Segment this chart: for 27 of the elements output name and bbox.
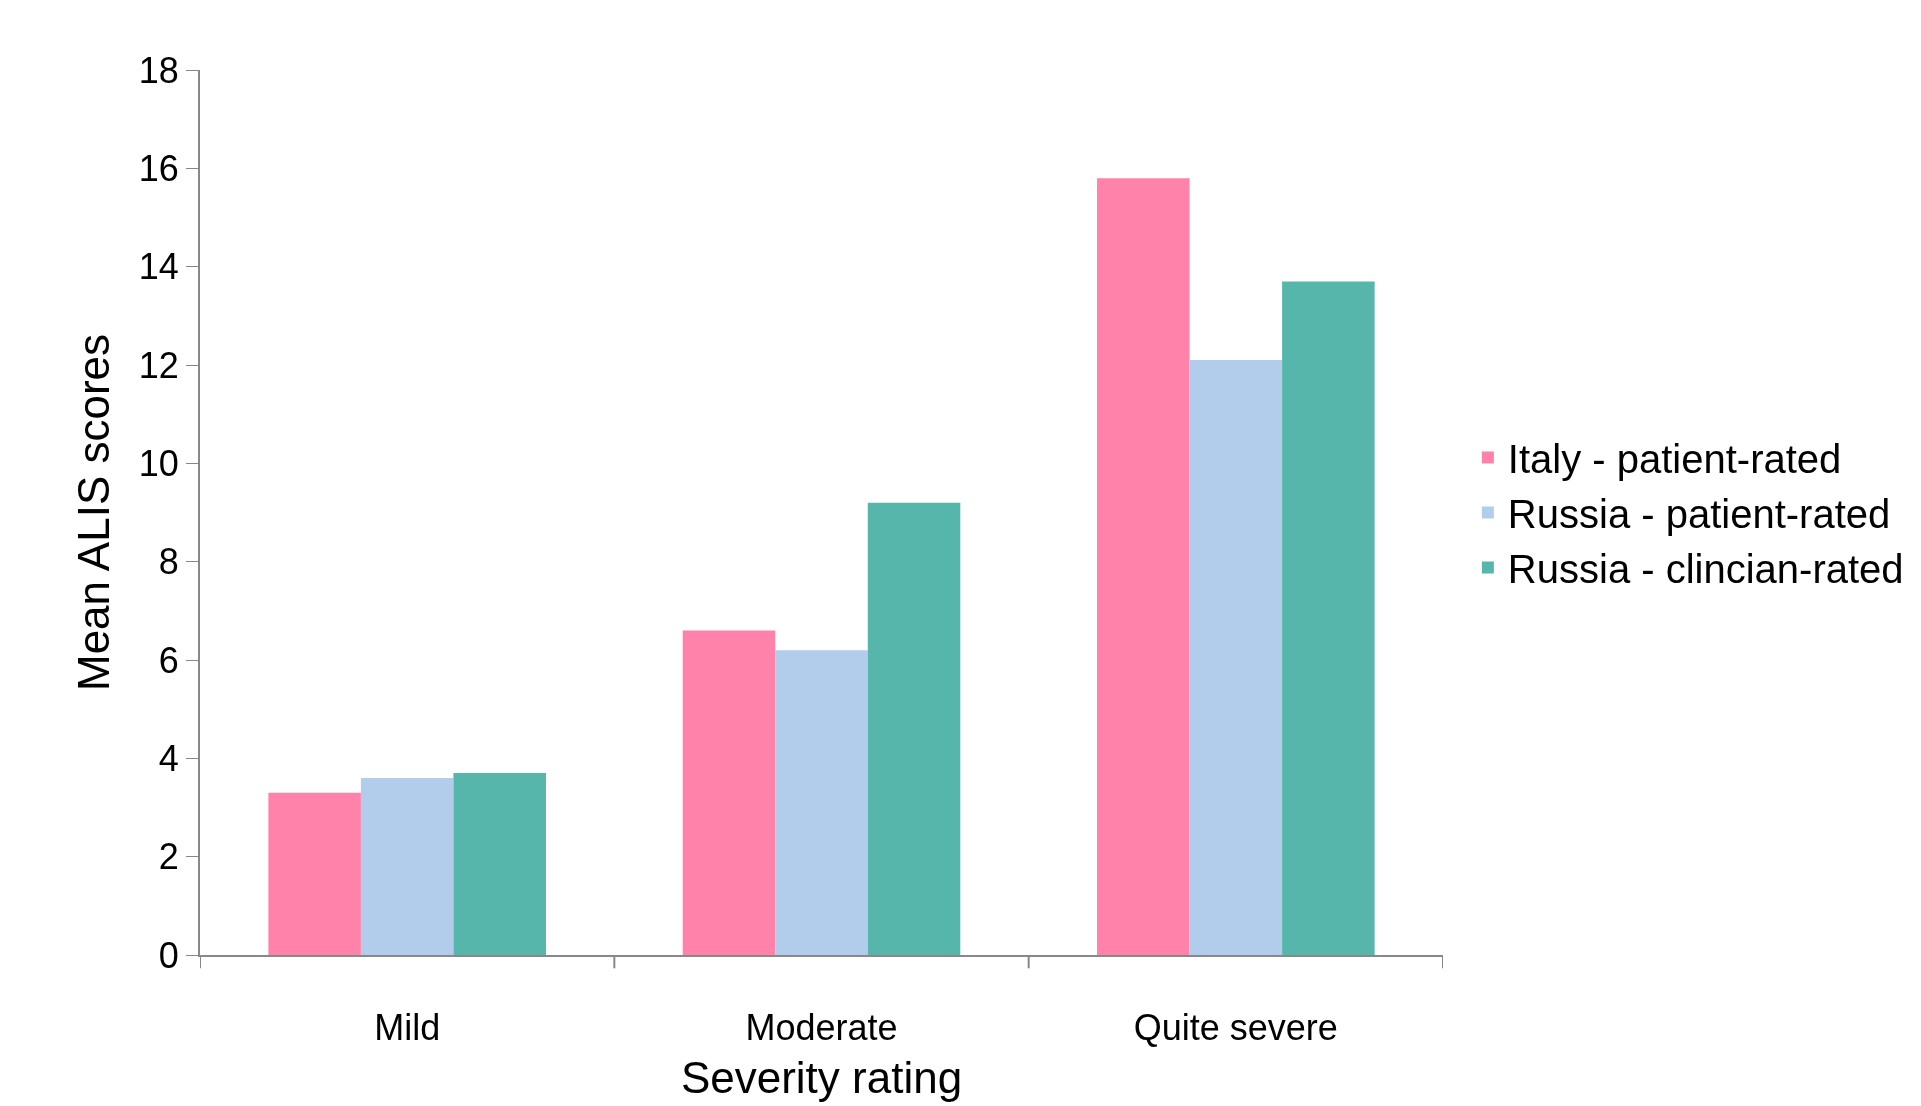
bar <box>360 778 454 955</box>
bar <box>1282 281 1375 955</box>
y-tick-label: 14 <box>138 246 179 288</box>
x-tick-label: Mild <box>374 1007 441 1049</box>
legend-label: Italy - patient-rated <box>1507 437 1842 482</box>
y-tick-label: 18 <box>138 49 179 91</box>
bar <box>867 502 961 955</box>
y-tick-label: 12 <box>138 344 179 386</box>
y-tick-label: 4 <box>158 737 179 779</box>
legend-label: Russia - patient-rated <box>1507 492 1891 537</box>
y-tick-label: 2 <box>158 836 179 878</box>
bar <box>453 773 546 955</box>
bar <box>1189 360 1283 955</box>
x-tick-label: Quite severe <box>1133 1007 1338 1049</box>
bar <box>775 650 868 955</box>
bar <box>268 792 361 955</box>
legend-label: Russia - clincian-rated <box>1507 547 1904 592</box>
y-tick-label: 16 <box>138 147 179 189</box>
y-tick-label: 10 <box>138 442 179 484</box>
bar <box>1097 178 1190 955</box>
bar <box>682 630 776 955</box>
x-tick-label: Moderate <box>745 1007 898 1049</box>
y-axis-title: Mean ALIS scores <box>69 333 119 692</box>
y-tick-label: 8 <box>158 541 179 583</box>
x-axis-title: Severity rating <box>680 1053 963 1102</box>
y-tick-label: 6 <box>158 639 179 681</box>
y-tick-label: 0 <box>158 934 179 976</box>
